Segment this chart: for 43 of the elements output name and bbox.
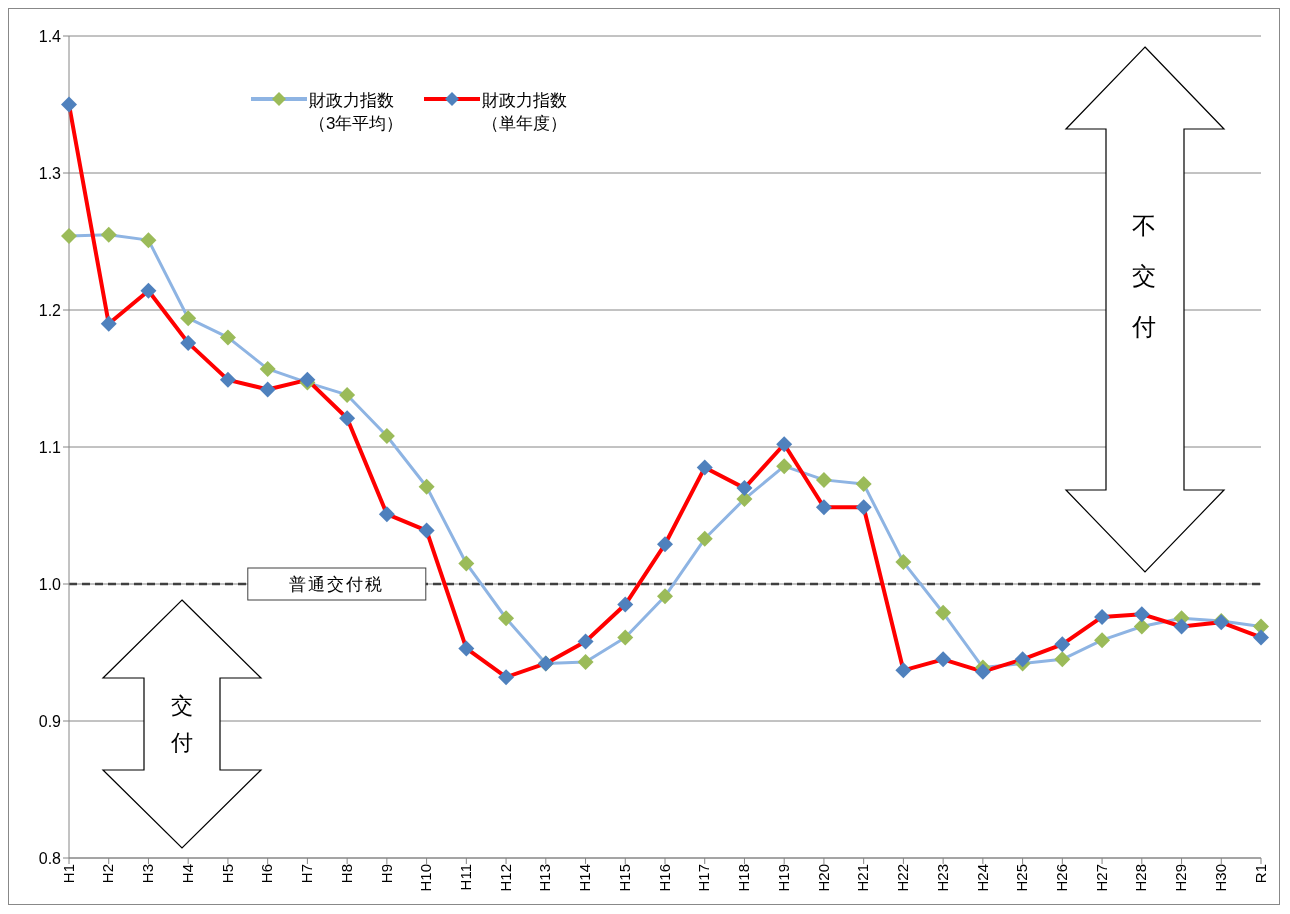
y-tick-label: 1.4: [38, 27, 62, 45]
legend-label: 財政力指数（単年度）: [481, 90, 568, 135]
x-tick-label: H21: [854, 864, 872, 892]
x-tick-label: H24: [973, 864, 991, 892]
x-tick-label: H5: [218, 864, 236, 884]
x-tick-label: H10: [417, 864, 435, 892]
ref-line-label: 普通交付税: [289, 575, 385, 594]
x-tick-label: H29: [1172, 864, 1190, 892]
x-tick-label: R1: [1251, 864, 1269, 884]
x-tick-label: H13: [536, 864, 554, 892]
x-tick-label: H16: [655, 864, 673, 892]
x-tick-label: H15: [615, 864, 633, 892]
y-tick-label: 0.9: [38, 712, 62, 730]
x-tick-label: H28: [1132, 864, 1150, 892]
x-tick-label: H2: [99, 864, 117, 884]
x-tick-label: H18: [735, 864, 753, 892]
annotation: 交付: [171, 692, 194, 758]
y-tick-label: 1.3: [38, 164, 62, 182]
x-tick-label: H20: [814, 864, 832, 892]
y-tick-label: 0.8: [38, 849, 62, 867]
x-tick-label: H25: [1013, 864, 1031, 892]
x-tick-label: H12: [496, 864, 514, 892]
x-tick-label: H26: [1052, 864, 1070, 892]
y-tick-label: 1.1: [38, 438, 62, 456]
x-tick-label: H3: [139, 864, 157, 884]
y-tick-label: 1.0: [38, 575, 62, 593]
x-tick-label: H4: [178, 864, 196, 884]
x-tick-label: H6: [258, 864, 276, 884]
x-tick-label: H14: [576, 864, 594, 892]
x-tick-label: H1: [59, 864, 77, 884]
x-tick-label: H30: [1211, 864, 1229, 892]
x-tick-label: H27: [1092, 864, 1110, 892]
annotation: 不交付: [1132, 211, 1157, 342]
x-tick-label: H22: [894, 864, 912, 892]
x-tick-label: H9: [377, 864, 395, 884]
x-tick-label: H7: [298, 864, 316, 884]
x-tick-label: H17: [695, 864, 713, 892]
x-tick-label: H23: [933, 864, 951, 892]
x-tick-label: H11: [456, 864, 474, 891]
y-tick-label: 1.2: [38, 301, 62, 319]
x-tick-label: H19: [774, 864, 792, 892]
x-tick-label: H8: [337, 864, 355, 884]
legend-label: 財政力指数（3年平均）: [309, 90, 405, 135]
